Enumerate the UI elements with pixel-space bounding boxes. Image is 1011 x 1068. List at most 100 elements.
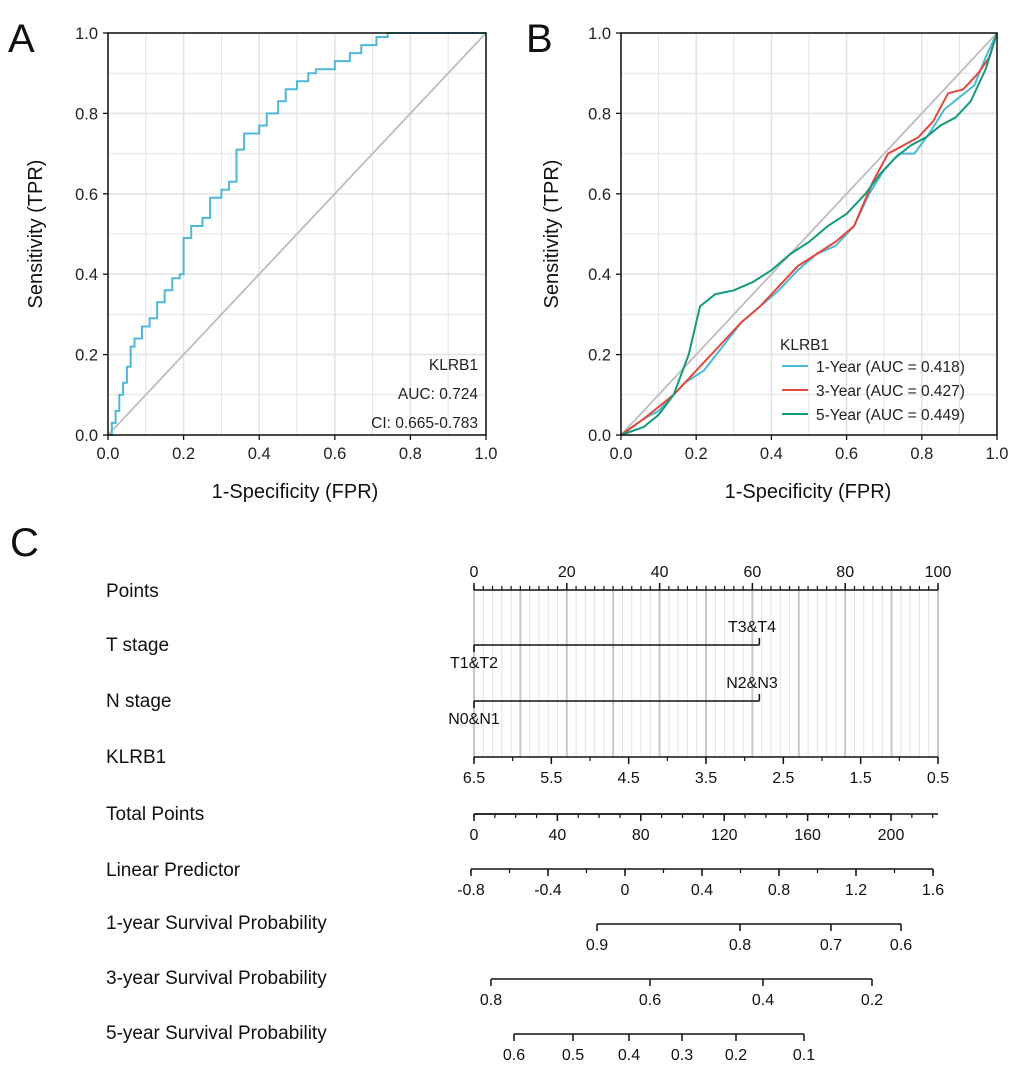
- y-tick-label: 0.4: [75, 266, 98, 284]
- legend-label-5-year: 5-Year (AUC = 0.449): [816, 407, 965, 424]
- panel-a-y-axis-title: Sensitivity (TPR): [25, 160, 47, 309]
- points-tick-label: 20: [558, 564, 576, 581]
- surv5-tick-label: 0.1: [793, 1047, 815, 1064]
- klrb1-tick-label: 0.5: [927, 770, 949, 787]
- linpred-tick-label: 1.2: [845, 882, 867, 899]
- row-label-linear-predictor: Linear Predictor: [106, 860, 241, 881]
- total-tick-label: 200: [878, 827, 905, 844]
- surv3-tick-label: 0.8: [480, 992, 502, 1009]
- total-tick-label: 40: [549, 827, 567, 844]
- y-tick-label: 0.6: [588, 186, 611, 204]
- panel-b-frame: [620, 32, 998, 436]
- surv1-tick-label: 0.8: [729, 937, 751, 954]
- klrb1-tick-label: 6.5: [463, 770, 485, 787]
- surv5-tick-label: 0.2: [725, 1047, 747, 1064]
- panel-b-ticks: 0.00.0 0.2 0.2 0.4 0.4 0.6 0.6 0.8 0.8 1.0 1.0: [588, 25, 1008, 463]
- x-tick-label: 0.0: [97, 445, 120, 463]
- n-stage-high-label: N2&N3: [726, 675, 778, 692]
- total-tick-label: 160: [794, 827, 821, 844]
- x-tick-label: 0.0: [610, 445, 633, 463]
- panel-a-legend-gene: KLRB1: [429, 357, 478, 374]
- x-tick-label: 0.6: [835, 445, 858, 463]
- total-tick-label: 0: [470, 827, 479, 844]
- linpred-tick-label: 0.4: [691, 882, 713, 899]
- y-tick-label: 0.8: [588, 105, 611, 123]
- y-tick-label: 0.0: [75, 427, 98, 445]
- linpred-tick-label: 0.8: [768, 882, 790, 899]
- points-tick-label: 100: [925, 564, 952, 581]
- surv5-tick-label: 0.3: [671, 1047, 693, 1064]
- panel-b-roc-chart: 0.00.0 0.2 0.2 0.4 0.4 0.6 0.6 0.8 0.8 1.0 1.0 1-S…: [541, 25, 1008, 503]
- klrb1-tick-label: 3.5: [695, 770, 717, 787]
- panel-a-label: A: [8, 17, 35, 61]
- row-label-5-year-survival: 5-year Survival Probability: [106, 1023, 327, 1044]
- panel-b-x-axis-title: 1-Specificity (FPR): [725, 481, 892, 503]
- t-stage-low-label: T1&T2: [450, 655, 498, 672]
- panel-b-label: B: [526, 17, 553, 61]
- x-tick-label: 0.4: [760, 445, 783, 463]
- panel-a-frame: [107, 32, 487, 436]
- points-tick-label: 80: [836, 564, 854, 581]
- panel-b-curve-5-year: [620, 32, 998, 436]
- y-tick-label: 1.0: [75, 25, 98, 43]
- total-tick-label: 120: [711, 827, 738, 844]
- nomogram-scales: 0 20 40 60 80 100 6.5 5.5 4.5 3.5 2.5 1.5 0.5 0 40 80 12…: [457, 564, 951, 1064]
- surv1-tick-label: 0.6: [890, 937, 912, 954]
- panel-a-legend-ci: CI: 0.665-0.783: [371, 415, 478, 432]
- legend-label-3-year: 3-Year (AUC = 0.427): [816, 383, 965, 400]
- panel-a-roc-chart: 0.00.0 0.2 0.2 0.4 0.4 0.6 0.6 0.8 0.8 1.0 1.0 1-S…: [25, 25, 497, 503]
- y-tick-label: 0.6: [75, 186, 98, 204]
- points-tick-label: 0: [470, 564, 479, 581]
- panel-a-legend-auc: AUC: 0.724: [398, 386, 479, 403]
- panel-a-roc-curve: [108, 32, 486, 436]
- surv5-tick-label: 0.4: [618, 1047, 640, 1064]
- y-tick-label: 0.2: [588, 347, 611, 365]
- surv1-tick-label: 0.7: [820, 937, 842, 954]
- x-tick-label: 1.0: [475, 445, 498, 463]
- panel-a-reference-diagonal: [107, 32, 487, 436]
- nomogram-guide-lines: [473, 590, 939, 757]
- x-tick-label: 0.8: [399, 445, 422, 463]
- surv1-tick-label: 0.9: [586, 937, 608, 954]
- klrb1-tick-label: 4.5: [618, 770, 640, 787]
- row-label-n-stage: N stage: [106, 691, 171, 712]
- row-label-1-year-survival: 1-year Survival Probability: [106, 913, 327, 934]
- n-stage-low-label: N0&N1: [448, 711, 500, 728]
- panel-a-ticks: 0.00.0 0.2 0.2 0.4 0.4 0.6 0.6 0.8 0.8 1.0 1.0: [75, 25, 497, 463]
- linpred-tick-label: -0.8: [457, 882, 485, 899]
- linpred-tick-label: -0.4: [534, 882, 562, 899]
- x-tick-label: 0.2: [685, 445, 708, 463]
- linpred-tick-label: 1.6: [922, 882, 944, 899]
- surv3-tick-label: 0.6: [639, 992, 661, 1009]
- x-tick-label: 0.2: [172, 445, 195, 463]
- panel-b-legend: KLRB1 1-Year (AUC = 0.418) 3-Year (AUC =…: [780, 337, 965, 424]
- surv3-tick-label: 0.2: [861, 992, 883, 1009]
- surv5-tick-label: 0.6: [503, 1047, 525, 1064]
- row-label-t-stage: T stage: [106, 635, 169, 656]
- surv3-tick-label: 0.4: [752, 992, 774, 1009]
- y-tick-label: 0.2: [75, 347, 98, 365]
- panel-b-legend-title: KLRB1: [780, 337, 829, 354]
- y-tick-label: 0.8: [75, 105, 98, 123]
- x-tick-label: 0.6: [323, 445, 346, 463]
- row-label-total-points: Total Points: [106, 804, 204, 825]
- row-label-points: Points: [106, 581, 159, 602]
- klrb1-tick-label: 5.5: [540, 770, 562, 787]
- y-tick-label: 0.0: [588, 427, 611, 445]
- row-label-3-year-survival: 3-year Survival Probability: [106, 968, 327, 989]
- panel-c-label: C: [10, 521, 39, 565]
- panel-b-y-axis-title: Sensitivity (TPR): [541, 160, 563, 309]
- row-label-klrb1: KLRB1: [106, 747, 166, 768]
- y-tick-label: 1.0: [588, 25, 611, 43]
- legend-label-1-year: 1-Year (AUC = 0.418): [816, 359, 965, 376]
- klrb1-tick-label: 2.5: [772, 770, 794, 787]
- surv5-tick-label: 0.5: [562, 1047, 584, 1064]
- x-tick-label: 0.8: [910, 445, 933, 463]
- x-tick-label: 1.0: [986, 445, 1009, 463]
- t-stage-high-label: T3&T4: [728, 619, 776, 636]
- klrb1-tick-label: 1.5: [850, 770, 872, 787]
- panel-c-nomogram: Points T stage N stage KLRB1 Total Point…: [106, 564, 951, 1064]
- points-tick-label: 40: [651, 564, 669, 581]
- points-tick-label: 60: [744, 564, 762, 581]
